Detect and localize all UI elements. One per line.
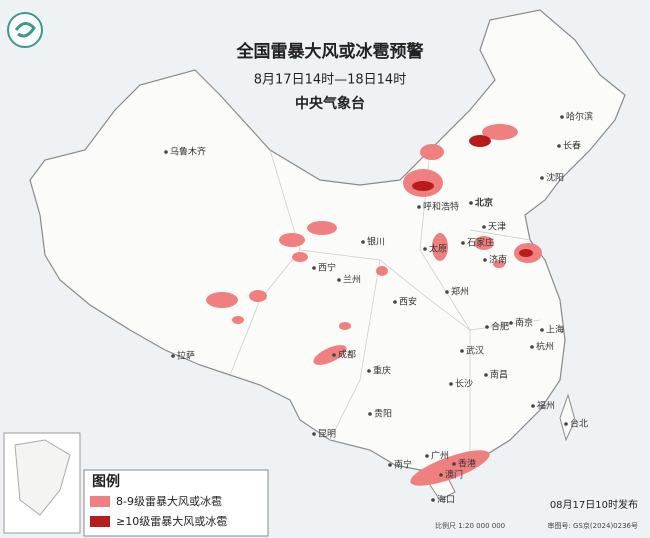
city-label: 澳门	[445, 469, 463, 481]
city-dot	[312, 432, 316, 436]
city-dot	[388, 463, 392, 467]
city-label: 拉萨	[177, 350, 195, 362]
legend-swatch	[90, 496, 110, 507]
city-dot	[540, 328, 544, 332]
city-label: 哈尔滨	[566, 111, 593, 123]
city-label: 长春	[563, 140, 581, 152]
city-dot	[530, 345, 534, 349]
city-label: 台北	[570, 418, 588, 430]
city-label: 乌鲁木齐	[170, 146, 206, 158]
taiwan	[559, 393, 576, 442]
city-dot	[461, 241, 465, 245]
city-dot	[425, 454, 429, 458]
city-dot	[531, 404, 535, 408]
city-dot	[484, 373, 488, 377]
city-dot	[368, 412, 372, 416]
city-label: 重庆	[373, 365, 391, 377]
legend: 图例 8-9级雷暴大风或冰雹 ≥10级雷暴大风或冰雹	[83, 469, 269, 537]
city-label: 南宁	[394, 459, 412, 471]
city-dot	[332, 353, 336, 357]
city-label: 贵阳	[374, 408, 392, 420]
city-label: 石家庄	[467, 237, 494, 249]
city-dot	[460, 349, 464, 353]
city-label: 呼和浩特	[423, 201, 459, 213]
logo	[7, 12, 43, 48]
city-dot	[482, 225, 486, 229]
city-dot	[367, 369, 371, 373]
city-label: 天津	[488, 222, 506, 233]
title: 全国雷暴大风或冰雹预警	[236, 41, 424, 62]
city-label: 南京	[515, 317, 533, 329]
city-label: 武汉	[466, 345, 484, 357]
city-dot	[557, 144, 561, 148]
scale: 比例尺 1:20 000 000	[435, 521, 505, 530]
province-lines	[229, 149, 541, 465]
city-label: 合肥	[491, 321, 509, 333]
city-dot	[361, 240, 365, 244]
city-dot	[337, 278, 341, 282]
legend-title: 图例	[92, 473, 120, 490]
city-dot	[423, 247, 427, 251]
inset-map	[3, 432, 81, 534]
city-label: 香港	[458, 458, 476, 470]
period: 8月17日14时—18日14时	[254, 73, 406, 88]
city-label: 银川	[367, 236, 385, 248]
city-dot	[564, 422, 568, 426]
city-label: 福州	[537, 400, 555, 412]
city-label: 海口	[437, 494, 455, 506]
warning-areas	[206, 124, 542, 486]
city-label: 上海	[546, 324, 564, 336]
city-label: 西宁	[318, 262, 336, 274]
city-dot	[312, 266, 316, 270]
city-dot	[485, 325, 489, 329]
city-dot	[540, 176, 544, 180]
city-dot	[469, 201, 473, 205]
city-label: 兰州	[343, 274, 361, 286]
city-dot	[431, 498, 435, 502]
city-label: 郑州	[451, 286, 469, 298]
city-dot	[509, 321, 513, 325]
city-dot	[164, 150, 168, 154]
agency: 中央气象台	[295, 95, 365, 112]
city-dot	[449, 382, 453, 386]
city-dot	[417, 205, 421, 209]
issued: 08月17日10时发布	[550, 498, 638, 511]
city-dot	[171, 354, 175, 358]
city-dot	[445, 290, 449, 294]
city-label: 成都	[338, 349, 356, 361]
city-dot	[560, 115, 564, 119]
city-dot	[393, 300, 397, 304]
legend-item: 8-9级雷暴大风或冰雹	[116, 494, 222, 508]
city-label: 济南	[489, 254, 507, 266]
city-dot	[439, 473, 443, 477]
city-label: 西安	[399, 296, 417, 308]
city-label: 沈阳	[546, 172, 564, 184]
legend-swatch	[90, 516, 110, 527]
city-dot	[452, 462, 456, 466]
map-number: 审图号: GS京(2024)0236号	[547, 521, 638, 530]
city-label: 太原	[429, 243, 447, 255]
city-label: 广州	[431, 450, 449, 462]
city-label: 北京	[475, 197, 493, 209]
city-label: 长沙	[455, 378, 473, 390]
city-dot	[483, 258, 487, 262]
city-label: 昆明	[318, 429, 336, 440]
city-label: 杭州	[536, 341, 554, 353]
legend-item: ≥10级雷暴大风或冰雹	[116, 514, 227, 528]
city-label: 南昌	[490, 369, 508, 381]
